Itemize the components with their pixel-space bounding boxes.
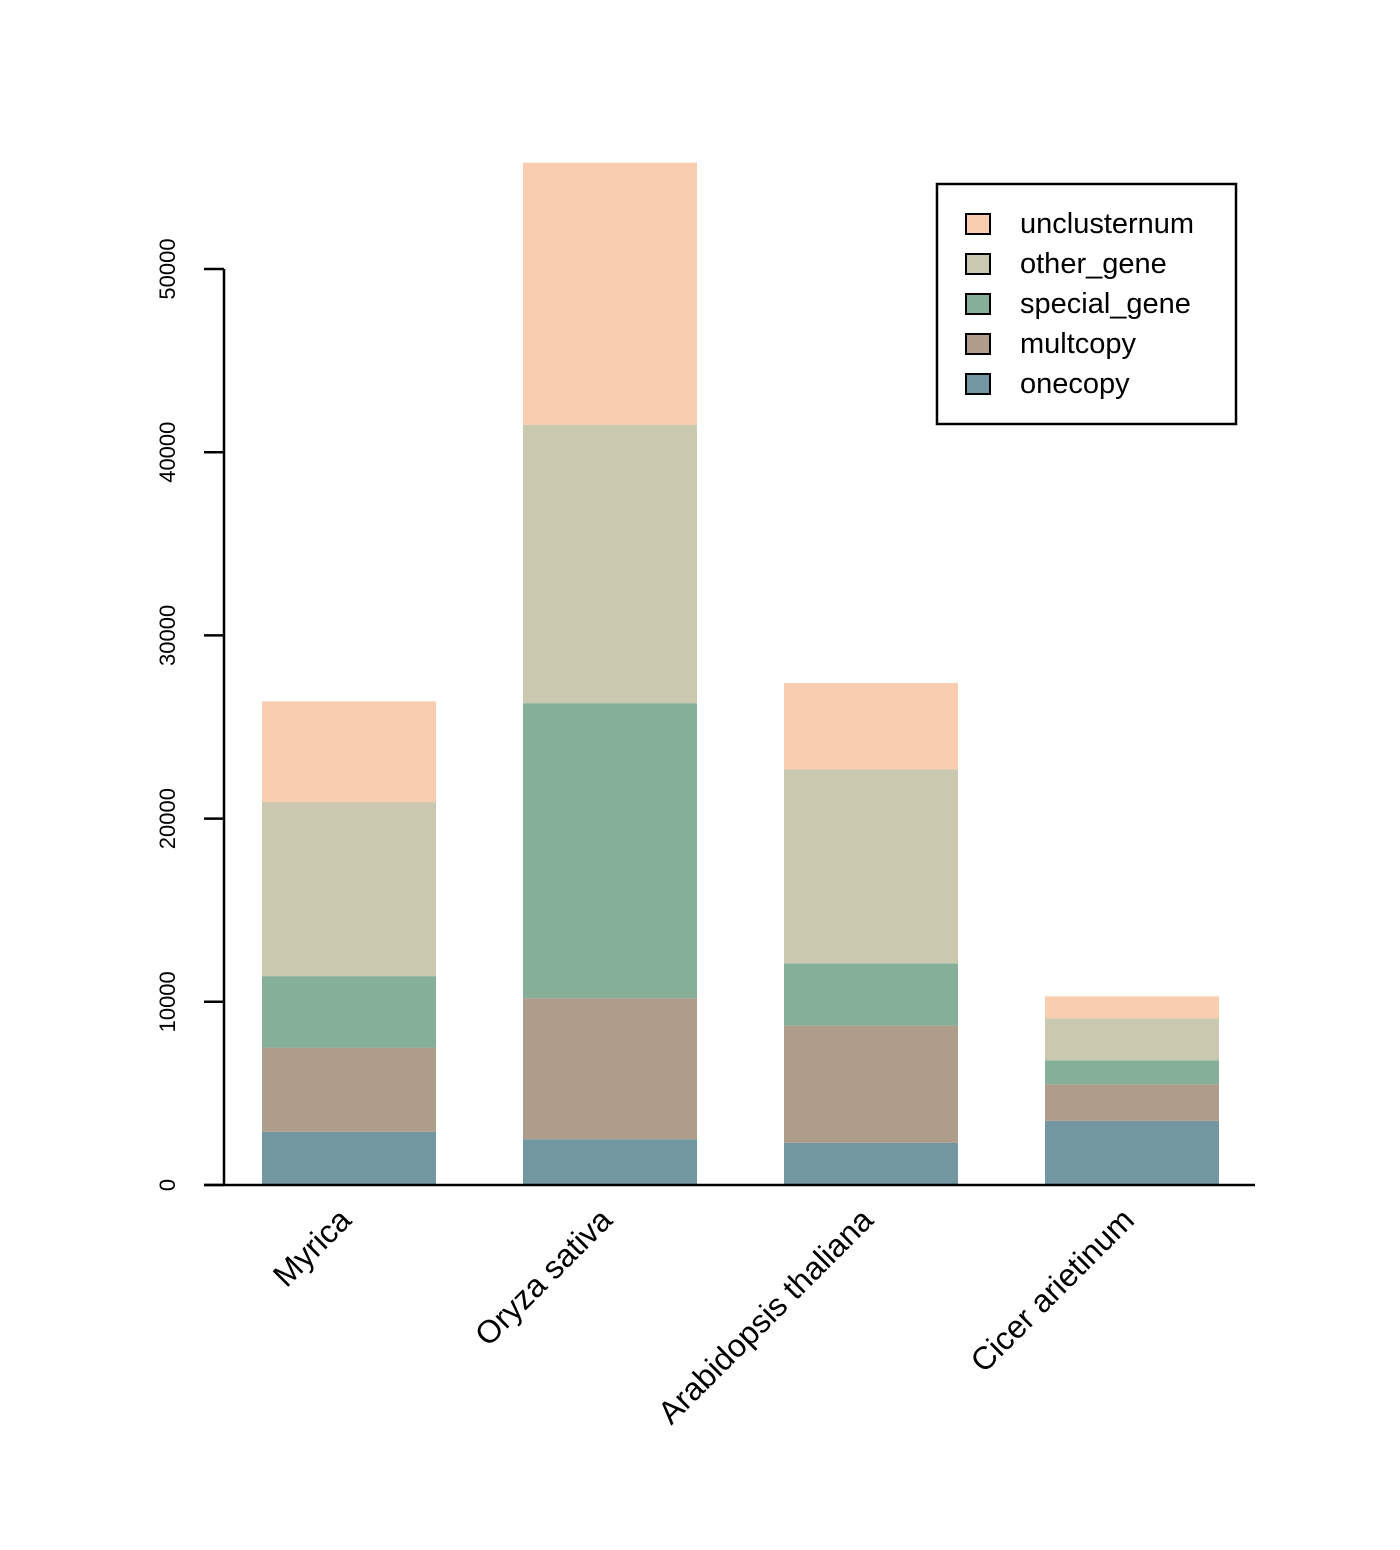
bar-onecopy-1 — [523, 1139, 697, 1185]
bar-unclusternum-3 — [1045, 996, 1219, 1019]
x-tick-label-1: Oryza sativa — [468, 1201, 619, 1352]
bar-onecopy-0 — [262, 1131, 436, 1185]
legend-label-special_gene: special_gene — [1020, 288, 1191, 320]
bar-other_gene-3 — [1045, 1018, 1219, 1061]
bar-multcopy-1 — [523, 998, 697, 1140]
bar-multcopy-0 — [262, 1047, 436, 1132]
y-tick-label-4: 40000 — [155, 422, 180, 483]
y-tick-label-0: 0 — [155, 1179, 180, 1191]
y-axis: 0 10000 20000 30000 40000 50000 — [155, 238, 226, 1191]
bar-multcopy-3 — [1045, 1084, 1219, 1121]
bar-multcopy-2 — [784, 1025, 958, 1143]
bar-onecopy-3 — [1045, 1120, 1219, 1185]
legend-swatch-special_gene — [965, 293, 991, 315]
x-tick-label-0: Myrica — [266, 1201, 358, 1293]
bars-group — [262, 162, 1219, 1185]
legend-swatch-unclusternum — [965, 213, 991, 235]
legend-label-onecopy: onecopy — [1020, 368, 1130, 400]
y-tick-label-5: 50000 — [155, 238, 180, 299]
legend-swatch-other_gene — [965, 253, 991, 275]
y-tick-label-1: 10000 — [155, 971, 180, 1032]
bar-unclusternum-2 — [784, 683, 958, 770]
x-tick-label-3: Cicer arietinum — [963, 1201, 1141, 1379]
bar-onecopy-2 — [784, 1142, 958, 1185]
legend: unclusternum other_gene special_genemultco… — [935, 182, 1238, 426]
y-tick-label-2: 20000 — [155, 788, 180, 849]
bar-other_gene-2 — [784, 769, 958, 964]
bar-other_gene-1 — [523, 424, 697, 704]
bar-special_gene-2 — [784, 963, 958, 1026]
legend-label-other_gene: other_gene — [1020, 248, 1167, 280]
legend-label-unclusternum: unclusternum — [1020, 208, 1194, 240]
legend-swatch-multcopy — [965, 333, 991, 355]
legend-swatch-onecopy — [965, 373, 991, 395]
x-axis: Myrica Oryza sativa Arabidopsis thaliana Ci… — [204, 1183, 1255, 1431]
bar-special_gene-3 — [1045, 1060, 1219, 1085]
bar-special_gene-1 — [523, 703, 697, 999]
bar-other_gene-0 — [262, 802, 436, 977]
x-tick-label-2: Arabidopsis thaliana — [651, 1201, 880, 1430]
bar-unclusternum-0 — [262, 701, 436, 803]
y-tick-label-3: 30000 — [155, 605, 180, 666]
bar-special_gene-0 — [262, 976, 436, 1048]
bar-unclusternum-1 — [523, 162, 697, 425]
legend-label-multcopy: multcopy — [1020, 328, 1137, 360]
